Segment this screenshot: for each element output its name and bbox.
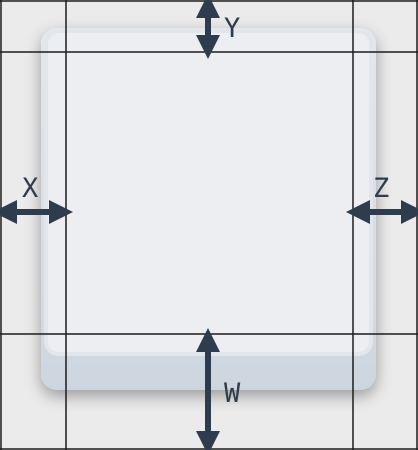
label-z: Z <box>373 173 389 204</box>
keycap <box>41 28 376 390</box>
keycap-face <box>48 33 369 352</box>
label-y: Y <box>224 13 240 44</box>
label-w: W <box>224 378 241 409</box>
label-x: X <box>22 173 38 204</box>
